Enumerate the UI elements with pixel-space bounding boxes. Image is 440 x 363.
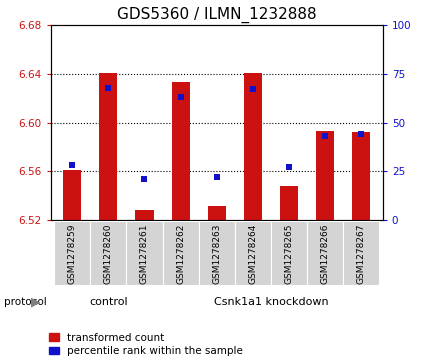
Legend: transformed count, percentile rank within the sample: transformed count, percentile rank withi… [49, 333, 243, 356]
Text: ▶: ▶ [31, 296, 41, 309]
Bar [198, 221, 235, 285]
Bar [307, 221, 343, 285]
Text: Csnk1a1 knockdown: Csnk1a1 knockdown [213, 297, 328, 307]
Bar [244, 73, 262, 220]
Bar [136, 210, 154, 220]
Point [249, 87, 257, 93]
Text: GSM1278260: GSM1278260 [104, 223, 113, 284]
Point [69, 162, 76, 168]
Bar [280, 185, 298, 220]
Bar [90, 221, 126, 285]
Text: control: control [89, 297, 128, 307]
Bar [126, 221, 162, 285]
Bar [235, 221, 271, 285]
Bar [162, 221, 198, 285]
Point [213, 174, 220, 180]
Bar [99, 73, 117, 220]
Point [322, 133, 329, 139]
Text: GSM1278261: GSM1278261 [140, 223, 149, 284]
Bar [343, 221, 379, 285]
Text: GSM1278259: GSM1278259 [68, 223, 77, 284]
Title: GDS5360 / ILMN_1232888: GDS5360 / ILMN_1232888 [117, 7, 316, 23]
Bar [208, 206, 226, 220]
Text: GSM1278266: GSM1278266 [320, 223, 330, 284]
Point [358, 131, 365, 137]
Text: protocol: protocol [4, 297, 47, 307]
Text: GSM1278264: GSM1278264 [248, 223, 257, 284]
Point [105, 85, 112, 90]
Point [286, 164, 293, 170]
Bar [271, 221, 307, 285]
Text: GSM1278267: GSM1278267 [357, 223, 366, 284]
Bar [54, 221, 90, 285]
Bar [352, 132, 370, 220]
Text: GSM1278265: GSM1278265 [284, 223, 293, 284]
Point [177, 94, 184, 100]
Bar [172, 82, 190, 220]
Point [141, 176, 148, 182]
Bar [316, 131, 334, 220]
Text: GSM1278262: GSM1278262 [176, 223, 185, 284]
Bar [63, 170, 81, 220]
Text: GSM1278263: GSM1278263 [212, 223, 221, 284]
